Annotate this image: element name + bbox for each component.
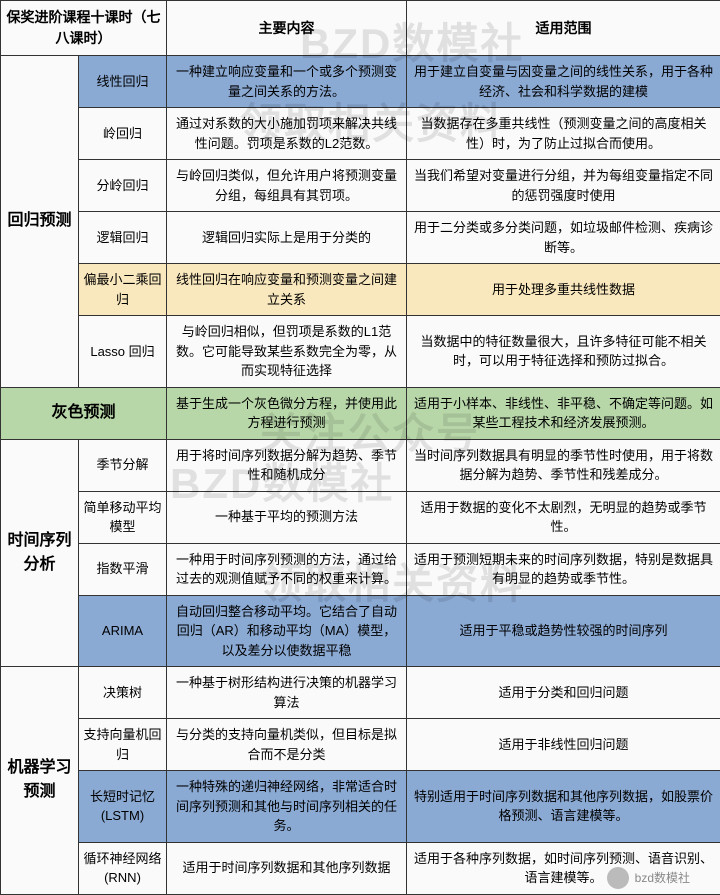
content-cell: 自动回归整合移动平均。它结合了自动回归（AR）和移动平均（MA）模型，以及差分以…	[167, 595, 407, 667]
content-cell: 一种特殊的递归神经网络，非常适合时间序列预测和其他与时间序列相关的任务。	[167, 771, 407, 843]
category-cell: 回归预测	[1, 56, 79, 388]
content-cell: 与岭回归相似，但罚项是系数的L1范数。它可能导致某些系数完全为零，从而实现特征选…	[167, 316, 407, 388]
content-cell: 一种用于时间序列预测的方法，通过给过去的观测值赋予不同的权重来计算。	[167, 543, 407, 595]
scope-cell: 适用于非线性回归问题	[407, 719, 720, 771]
table-row: Lasso 回归与岭回归相似，但罚项是系数的L1范数。它可能导致某些系数完全为零…	[1, 316, 720, 388]
table-row: 回归预测线性回归一种建立响应变量和一个或多个预测变量之间关系的方法。用于建立自变…	[1, 56, 720, 108]
scope-cell: 适用于小样本、非线性、非平稳、不确定等问题。如某些工程技术和经济发展预测。	[407, 387, 720, 439]
scope-cell: 当我们希望对变量进行分组，并为每组变量指定不同的惩罚强度时使用	[407, 160, 720, 212]
table-row: 简单移动平均模型一种基于平均的预测方法适用于数据的变化不太剧烈，无明显的趋势或季…	[1, 491, 720, 543]
content-cell: 基于生成一个灰色微分方程，并使用此方程进行预测	[167, 387, 407, 439]
method-name-cell: 分岭回归	[79, 160, 167, 212]
method-name-cell: 支持向量机回归	[79, 719, 167, 771]
method-name-cell: 长短时记忆 (LSTM)	[79, 771, 167, 843]
content-cell: 一种基于树形结构进行决策的机器学习算法	[167, 667, 407, 719]
method-name-cell: 逻辑回归	[79, 212, 167, 264]
method-name-cell: 线性回归	[79, 56, 167, 108]
content-cell: 逻辑回归实际上是用于分类的	[167, 212, 407, 264]
footer-mark: bzd数模社	[607, 867, 690, 889]
header-col3: 适用范围	[407, 1, 720, 56]
content-cell: 通过对系数的大小施加罚项来解决共线性问题。罚项是系数的L2范数。	[167, 108, 407, 160]
table-row: 逻辑回归逻辑回归实际上是用于分类的用于二分类或多分类问题，如垃圾邮件检测、疾病诊…	[1, 212, 720, 264]
method-name-cell: 指数平滑	[79, 543, 167, 595]
scope-cell: 当时间序列数据具有明显的季节性时使用，用于将数据分解为趋势、季节性和残差成分。	[407, 439, 720, 491]
method-name-cell: 简单移动平均模型	[79, 491, 167, 543]
scope-cell: 用于建立自变量与因变量之间的线性关系，用于各种经济、社会和科学数据的建模	[407, 56, 720, 108]
scope-cell: 适用于数据的变化不太剧烈，无明显的趋势或季节性。	[407, 491, 720, 543]
page-wrap: { "header": { "col1": "保奖进阶课程十课时（七八课时）",…	[0, 0, 720, 895]
content-cell: 线性回归在响应变量和预测变量之间建立关系	[167, 264, 407, 316]
content-cell: 与分类的支持向量机类似，但目标是拟合而不是分类	[167, 719, 407, 771]
content-cell: 一种建立响应变量和一个或多个预测变量之间关系的方法。	[167, 56, 407, 108]
header-col1: 保奖进阶课程十课时（七八课时）	[1, 1, 167, 56]
table-row: 时间序列分析季节分解用于将时间序列数据分解为趋势、季节性和随机成分当时间序列数据…	[1, 439, 720, 491]
table-row: ARIMA自动回归整合移动平均。它结合了自动回归（AR）和移动平均（MA）模型，…	[1, 595, 720, 667]
category-cell: 灰色预测	[1, 387, 167, 439]
footer-logo-icon	[607, 867, 629, 889]
scope-cell: 用于处理多重共线性数据	[407, 264, 720, 316]
scope-cell: 当数据中的特征数量很大，且许多特征可能不相关时，可以用于特征选择和预防过拟合。	[407, 316, 720, 388]
table-row: 灰色预测基于生成一个灰色微分方程，并使用此方程进行预测适用于小样本、非线性、非平…	[1, 387, 720, 439]
table-row: 偏最小二乘回归线性回归在响应变量和预测变量之间建立关系用于处理多重共线性数据	[1, 264, 720, 316]
scope-cell: 当数据存在多重共线性（预测变量之间的高度相关性）时，为了防止过拟合而使用。	[407, 108, 720, 160]
method-name-cell: 偏最小二乘回归	[79, 264, 167, 316]
method-name-cell: ARIMA	[79, 595, 167, 667]
table-row: 支持向量机回归与分类的支持向量机类似，但目标是拟合而不是分类适用于非线性回归问题	[1, 719, 720, 771]
table-row: 指数平滑一种用于时间序列预测的方法，通过给过去的观测值赋予不同的权重来计算。适用…	[1, 543, 720, 595]
content-cell: 用于将时间序列数据分解为趋势、季节性和随机成分	[167, 439, 407, 491]
method-name-cell: 岭回归	[79, 108, 167, 160]
table-row: 岭回归通过对系数的大小施加罚项来解决共线性问题。罚项是系数的L2范数。当数据存在…	[1, 108, 720, 160]
method-name-cell: 季节分解	[79, 439, 167, 491]
scope-cell: 特别适用于时间序列数据和其他序列数据，如股票价格预测、语言建模等。	[407, 771, 720, 843]
footer-text: bzd数模社	[635, 869, 690, 886]
table-row: 长短时记忆 (LSTM)一种特殊的递归神经网络，非常适合时间序列预测和其他与时间…	[1, 771, 720, 843]
category-cell: 时间序列分析	[1, 439, 79, 667]
method-name-cell: 循环神经网络 (RNN)	[79, 842, 167, 894]
header-row: 保奖进阶课程十课时（七八课时） 主要内容 适用范围	[1, 1, 720, 56]
scope-cell: 用于二分类或多分类问题，如垃圾邮件检测、疾病诊断等。	[407, 212, 720, 264]
scope-cell: 适用于平稳或趋势性较强的时间序列	[407, 595, 720, 667]
method-name-cell: Lasso 回归	[79, 316, 167, 388]
content-cell: 与岭回归类似，但允许用户将预测变量分组，每组具有其罚项。	[167, 160, 407, 212]
table-body: 回归预测线性回归一种建立响应变量和一个或多个预测变量之间关系的方法。用于建立自变…	[1, 56, 720, 895]
main-table: 保奖进阶课程十课时（七八课时） 主要内容 适用范围 回归预测线性回归一种建立响应…	[0, 0, 720, 895]
header-col2: 主要内容	[167, 1, 407, 56]
table-row: 分岭回归与岭回归类似，但允许用户将预测变量分组，每组具有其罚项。当我们希望对变量…	[1, 160, 720, 212]
scope-cell: 适用于预测短期未来的时间序列数据，特别是数据具有明显的趋势或季节性。	[407, 543, 720, 595]
table-row: 机器学习预测决策树一种基于树形结构进行决策的机器学习算法适用于分类和回归问题	[1, 667, 720, 719]
content-cell: 一种基于平均的预测方法	[167, 491, 407, 543]
content-cell: 适用于时间序列数据和其他序列数据	[167, 842, 407, 894]
scope-cell: 适用于分类和回归问题	[407, 667, 720, 719]
method-name-cell: 决策树	[79, 667, 167, 719]
category-cell: 机器学习预测	[1, 667, 79, 895]
